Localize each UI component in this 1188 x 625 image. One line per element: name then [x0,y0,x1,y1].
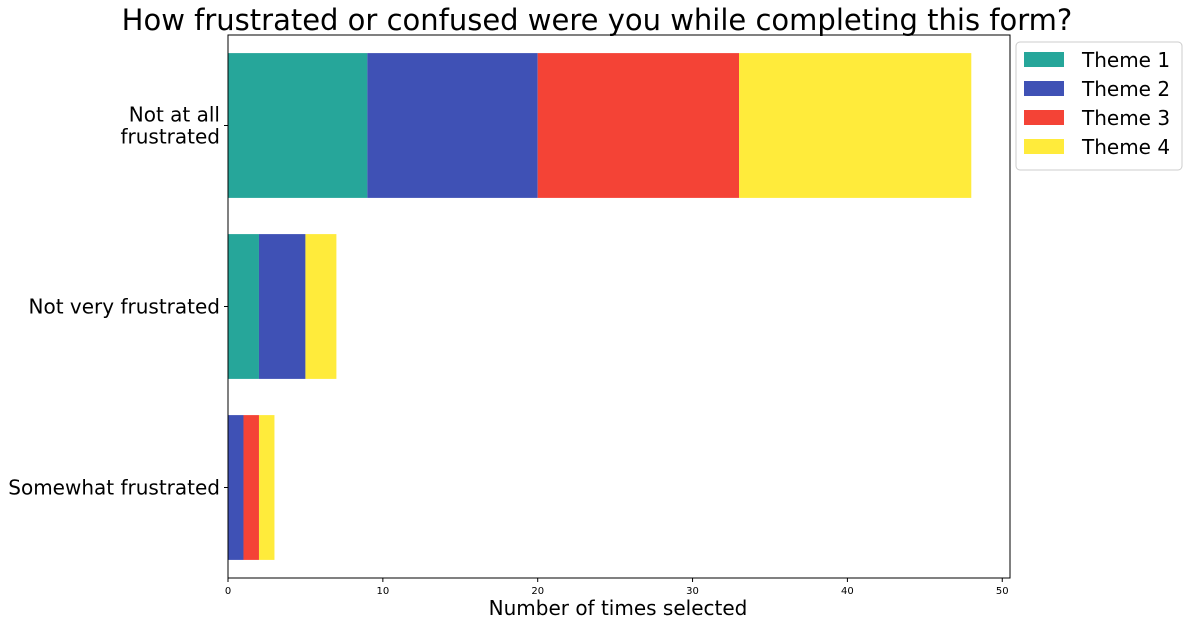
x-tick-label: 50 [996,586,1009,597]
x-tick-label: 30 [686,586,699,597]
bar-cat0-theme4 [739,53,972,198]
x-tick-label: 40 [841,586,854,597]
y-tick-label: Somewhat frustrated [8,476,220,500]
plot-frame [227,34,1011,579]
legend-swatch-theme4 [1024,139,1064,154]
bar-cat0-theme1 [228,53,368,198]
x-tick-label: 20 [531,586,544,597]
bar-cat0-theme2 [367,53,538,198]
y-tick-label: Not at all [129,103,220,127]
bar-cat1-theme4 [305,234,337,379]
chart-title: How frustrated or confused were you whil… [122,3,1073,37]
bar-cat0-theme3 [537,53,740,198]
bar-cat2-theme2 [228,415,244,560]
y-tick-label: frustrated [120,125,220,149]
bar-cat2-theme3 [243,415,259,560]
legend-label-theme3: Theme 3 [1081,106,1170,130]
x-tick-label: 10 [376,586,389,597]
bar-cat1-theme2 [258,234,306,379]
y-tick-label: Not very frustrated [29,295,220,319]
x-tick-label: 0 [225,586,231,597]
legend: Theme 1 Theme 2 Theme 3 Theme 4 [1015,41,1183,171]
legend-label-theme1: Theme 1 [1081,48,1170,72]
legend-box [1015,41,1183,171]
bars-layer [228,53,972,560]
x-axis-label: Number of times selected [489,596,748,620]
x-axis: 0 10 20 30 40 50 [225,578,1009,597]
legend-swatch-theme3 [1024,110,1064,125]
legend-swatch-theme1 [1024,52,1064,67]
legend-label-theme2: Theme 2 [1081,77,1170,101]
legend-label-theme4: Theme 4 [1081,135,1170,159]
bar-cat1-theme1 [228,234,259,379]
legend-swatch-theme2 [1024,81,1064,96]
bar-cat2-theme4 [258,415,275,560]
